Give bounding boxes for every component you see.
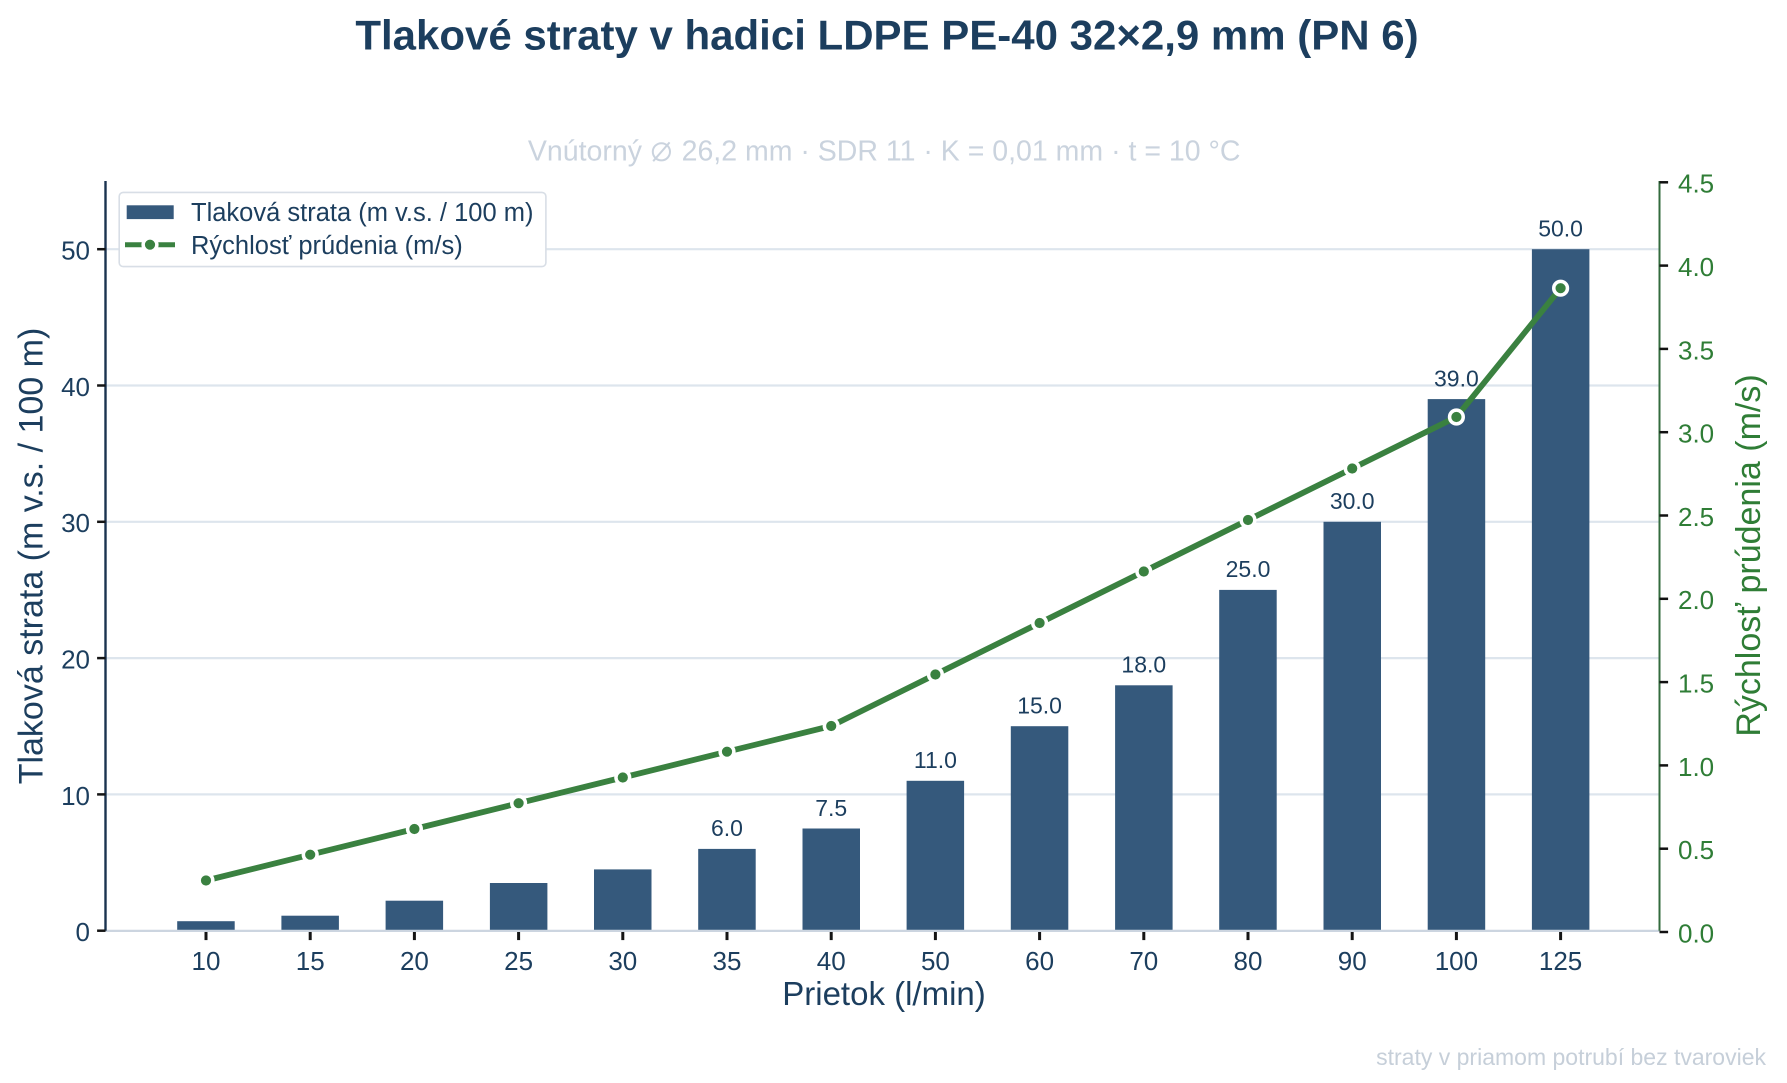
svg-text:30: 30	[608, 946, 637, 976]
svg-text:30: 30	[61, 508, 90, 538]
svg-text:7.5: 7.5	[815, 795, 847, 821]
svg-text:15.0: 15.0	[1017, 693, 1062, 719]
svg-text:Rýchlosť prúdenia (m/s): Rýchlosť prúdenia (m/s)	[1730, 374, 1768, 736]
svg-text:40: 40	[61, 372, 90, 402]
svg-text:Tlakové straty v hadici LDPE P: Tlakové straty v hadici LDPE PE-40 32×2,…	[355, 11, 1418, 58]
svg-text:26,2 mm · SDR 11 · K = 0,01 mm: 26,2 mm · SDR 11 · K = 0,01 mm · t = 10 …	[682, 136, 1241, 168]
svg-text:60: 60	[1025, 946, 1054, 976]
svg-text:Tlaková strata (m v.s. / 100 m: Tlaková strata (m v.s. / 100 m)	[191, 199, 533, 227]
svg-text:10: 10	[192, 946, 221, 976]
svg-text:80: 80	[1234, 946, 1263, 976]
svg-text:39.0: 39.0	[1434, 365, 1479, 391]
svg-text:0.0: 0.0	[1678, 918, 1714, 948]
svg-text:20: 20	[400, 946, 429, 976]
svg-text:20: 20	[61, 645, 90, 675]
svg-text:3.5: 3.5	[1678, 335, 1714, 365]
svg-text:35: 35	[713, 946, 742, 976]
svg-text:Vnútorný: Vnútorný	[528, 136, 643, 168]
svg-text:straty v priamom potrubí bez t: straty v priamom potrubí bez tvaroviek	[1376, 1044, 1766, 1070]
svg-text:25: 25	[504, 946, 533, 976]
svg-text:Prietok (l/min): Prietok (l/min)	[782, 975, 986, 1012]
svg-text:Rýchlosť prúdenia (m/s): Rýchlosť prúdenia (m/s)	[191, 232, 463, 260]
svg-text:10: 10	[61, 781, 90, 811]
svg-text:6.0: 6.0	[711, 815, 743, 841]
svg-text:0: 0	[76, 917, 90, 947]
svg-text:2.5: 2.5	[1678, 502, 1714, 532]
svg-text:15: 15	[296, 946, 325, 976]
svg-text:3.0: 3.0	[1678, 419, 1714, 449]
svg-text:50: 50	[61, 236, 90, 266]
svg-text:40: 40	[817, 946, 846, 976]
svg-text:90: 90	[1338, 946, 1367, 976]
svg-text:1.0: 1.0	[1678, 752, 1714, 782]
svg-text:100: 100	[1435, 946, 1478, 976]
svg-text:50: 50	[921, 946, 950, 976]
svg-text:0.5: 0.5	[1678, 835, 1714, 865]
svg-text:70: 70	[1129, 946, 1158, 976]
svg-text:4.5: 4.5	[1678, 169, 1714, 199]
svg-text:Tlaková strata (m v.s. / 100 m: Tlaková strata (m v.s. / 100 m)	[13, 328, 51, 785]
svg-text:30.0: 30.0	[1330, 488, 1375, 514]
svg-text:50.0: 50.0	[1538, 216, 1583, 242]
svg-text:25.0: 25.0	[1226, 556, 1271, 582]
svg-text:125: 125	[1539, 946, 1582, 976]
svg-text:1.5: 1.5	[1678, 669, 1714, 699]
svg-text:2.0: 2.0	[1678, 585, 1714, 615]
svg-text:4.0: 4.0	[1678, 252, 1714, 282]
svg-text:18.0: 18.0	[1121, 652, 1166, 678]
svg-text:11.0: 11.0	[914, 747, 957, 773]
